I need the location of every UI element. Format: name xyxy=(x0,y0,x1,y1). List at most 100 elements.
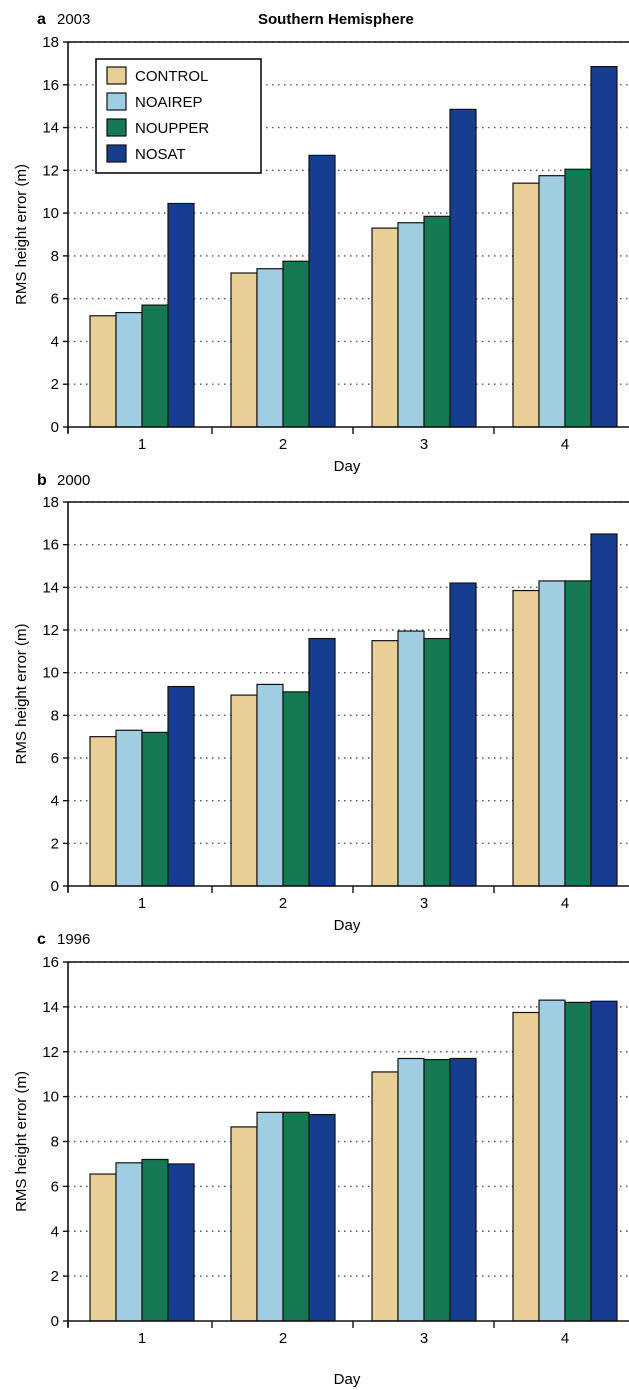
legend: CONTROL NOAIREP NOUPPER NOSAT xyxy=(95,58,262,174)
y-tick-label: 4 xyxy=(51,1223,59,1240)
y-tick-label: 12 xyxy=(42,162,59,179)
y-axis-title: RMS height error (m) xyxy=(13,164,30,305)
x-tick-label: 2 xyxy=(279,1330,287,1347)
y-tick-label: 6 xyxy=(51,291,59,308)
y-tick-label: 18 xyxy=(42,494,59,511)
bar-noairep-day-2 xyxy=(256,683,284,887)
x-tick-label: 1 xyxy=(138,895,146,912)
y-tick-label: 12 xyxy=(42,622,59,639)
bar-noupper-day-3 xyxy=(423,1059,451,1322)
bar-nosat-day-1 xyxy=(167,1163,195,1322)
bar-control-day-1 xyxy=(89,736,117,887)
bar-noairep-day-3 xyxy=(397,630,425,887)
bar-control-day-4 xyxy=(512,1011,540,1322)
y-axis-title: RMS height error (m) xyxy=(13,624,30,765)
y-tick-label: 2 xyxy=(51,376,59,393)
y-tick-label: 14 xyxy=(42,579,59,596)
y-tick-label: 8 xyxy=(51,1134,59,1151)
bar-noairep-day-4 xyxy=(538,580,566,887)
bar-control-day-4 xyxy=(512,589,540,887)
x-tick-label: 3 xyxy=(420,1330,428,1347)
y-tick-label: 6 xyxy=(51,750,59,767)
bar-nosat-day-2 xyxy=(308,637,336,887)
bar-noupper-day-1 xyxy=(141,1158,169,1322)
bar-noupper-day-1 xyxy=(141,304,169,428)
bar-control-day-4 xyxy=(512,182,540,428)
bar-noupper-day-2 xyxy=(282,260,310,428)
bar-control-day-2 xyxy=(230,272,258,428)
bar-noupper-day-4 xyxy=(564,168,592,428)
bar-noairep-day-3 xyxy=(397,222,425,428)
bar-nosat-day-4 xyxy=(590,533,618,887)
x-tick-label: 1 xyxy=(138,1330,146,1347)
bar-noairep-day-2 xyxy=(256,1111,284,1322)
bar-noupper-day-2 xyxy=(282,1111,310,1322)
legend-swatch-nosat xyxy=(106,144,127,163)
panel-letter: c xyxy=(37,931,46,948)
y-tick-label: 8 xyxy=(51,707,59,724)
y-tick-label: 10 xyxy=(42,665,59,682)
bar-nosat-day-3 xyxy=(449,108,477,428)
chart-title: Southern Hemisphere xyxy=(258,11,414,28)
bar-noairep-day-1 xyxy=(115,1162,143,1322)
bar-noairep-day-4 xyxy=(538,175,566,428)
x-tick-label: 4 xyxy=(561,1330,569,1347)
y-tick-label: 16 xyxy=(42,77,59,94)
y-tick-label: 10 xyxy=(42,205,59,222)
bar-nosat-day-3 xyxy=(449,582,477,887)
x-axis-title: Day xyxy=(334,1371,361,1388)
legend-label-control: CONTROL xyxy=(135,68,208,85)
bar-nosat-day-3 xyxy=(449,1057,477,1322)
bar-noupper-day-1 xyxy=(141,731,169,887)
bar-control-day-3 xyxy=(371,227,399,428)
x-tick-label: 2 xyxy=(279,895,287,912)
bar-noupper-day-3 xyxy=(423,215,451,428)
panel-year: 1996 xyxy=(57,931,90,948)
bar-noairep-day-1 xyxy=(115,311,143,428)
y-tick-label: 10 xyxy=(42,1089,59,1106)
x-tick-label: 3 xyxy=(420,895,428,912)
bar-noairep-day-2 xyxy=(256,268,284,428)
bar-nosat-day-4 xyxy=(590,65,618,428)
x-axis-title: Day xyxy=(334,458,361,475)
bar-noairep-day-3 xyxy=(397,1057,425,1322)
panel-year: 2003 xyxy=(57,11,90,28)
bar-control-day-2 xyxy=(230,1126,258,1322)
y-tick-label: 6 xyxy=(51,1178,59,1195)
y-tick-label: 12 xyxy=(42,1044,59,1061)
legend-label-noairep: NOAIREP xyxy=(135,94,203,111)
bar-control-day-1 xyxy=(89,1173,117,1322)
bar-noairep-day-1 xyxy=(115,729,143,887)
y-tick-label: 8 xyxy=(51,248,59,265)
y-tick-label: 0 xyxy=(51,878,59,895)
legend-label-nosat: NOSAT xyxy=(135,146,186,163)
legend-swatch-noupper xyxy=(106,118,127,137)
legend-label-noupper: NOUPPER xyxy=(135,120,209,137)
panel-letter: a xyxy=(37,11,46,28)
x-tick-label: 2 xyxy=(279,436,287,453)
y-tick-label: 4 xyxy=(51,793,59,810)
bar-control-day-2 xyxy=(230,694,258,887)
x-tick-label: 4 xyxy=(561,895,569,912)
y-tick-label: 18 xyxy=(42,34,59,51)
y-tick-label: 4 xyxy=(51,333,59,350)
bar-control-day-3 xyxy=(371,1071,399,1322)
bar-nosat-day-1 xyxy=(167,685,195,887)
y-tick-label: 0 xyxy=(51,1313,59,1330)
y-tick-label: 14 xyxy=(42,120,59,137)
y-axis-title: RMS height error (m) xyxy=(13,1071,30,1212)
bar-nosat-day-4 xyxy=(590,1000,618,1322)
y-tick-label: 14 xyxy=(42,999,59,1016)
bar-noairep-day-4 xyxy=(538,999,566,1322)
panel-year: 2000 xyxy=(57,472,90,489)
y-tick-label: 2 xyxy=(51,835,59,852)
bar-noupper-day-2 xyxy=(282,691,310,887)
x-tick-label: 3 xyxy=(420,436,428,453)
legend-swatch-noairep xyxy=(106,92,127,111)
y-tick-label: 0 xyxy=(51,419,59,436)
panel-letter: b xyxy=(37,472,47,489)
bar-control-day-3 xyxy=(371,640,399,887)
